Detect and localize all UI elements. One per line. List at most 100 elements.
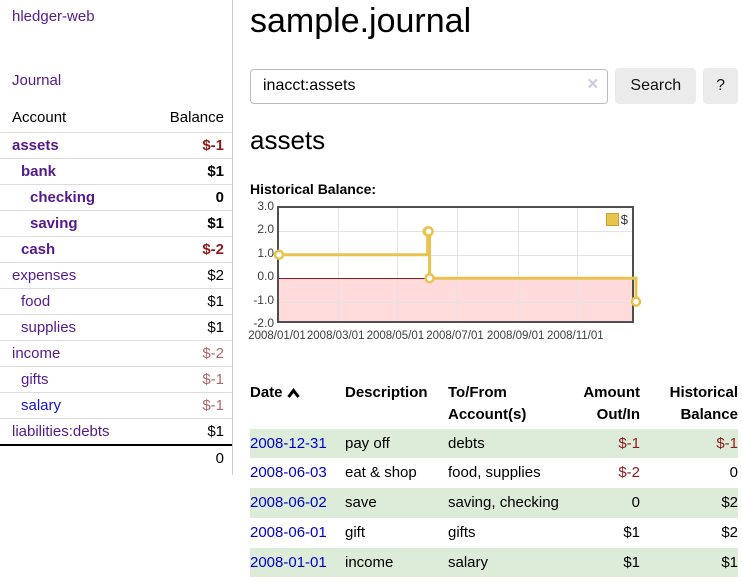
transaction-amount: $1 [623, 523, 640, 541]
main-content: sample.journal × Search ? assets Histori… [233, 0, 742, 578]
x-axis-tick-label: 2008/09/01 [486, 330, 545, 343]
data-point-marker [273, 249, 285, 261]
gridline [337, 208, 339, 322]
search-button[interactable]: Search [615, 68, 697, 105]
sidebar-account-link[interactable]: liabilities:debts [12, 423, 110, 440]
sidebar-account-link[interactable]: salary [21, 397, 62, 414]
step-line [279, 229, 638, 302]
accounts-body: assets $-1 bank $1 checking 0 saving $1 cash $-2 e… [0, 132, 232, 471]
legend-swatch [605, 213, 619, 227]
register-row[interactable]: 2008-01-01 income salary $1 $1 [250, 547, 738, 578]
app-title[interactable]: hledger-web [12, 8, 95, 25]
account-row: checking 0 [0, 184, 232, 211]
transaction-date-link[interactable]: 2008-06-03 [250, 464, 327, 482]
x-axis-tick-label: 2008/11/01 [546, 330, 604, 343]
y-axis-tick-label: -2.0 [253, 316, 274, 331]
account-balance: $1 [207, 215, 224, 232]
account-row: bank $1 [0, 158, 232, 185]
transaction-date-link[interactable]: 2008-12-31 [250, 434, 327, 452]
account-balance: 0 [215, 189, 224, 206]
transaction-accounts: food, supplies [448, 464, 541, 482]
transaction-balance: $1 [721, 553, 738, 571]
y-axis-tick-label: 1.0 [257, 245, 274, 260]
transaction-balance: $2 [721, 494, 738, 512]
gridline [457, 208, 458, 322]
y-axis-tick-label: 2.0 [257, 222, 274, 237]
sidebar-account-link[interactable]: bank [21, 163, 57, 180]
y-axis-tick-label: 3.0 [257, 199, 274, 214]
account-heading: assets [250, 125, 326, 156]
register-table: Date Description To/From Account(s) Amount … [250, 379, 738, 578]
sidebar-account-link[interactable]: supplies [21, 319, 77, 336]
register-row[interactable]: 2008-12-31 pay off debts $-1 $-1 [250, 428, 738, 459]
account-row: saving $1 [0, 210, 232, 237]
x-axis-tick-label: 2008/03/01 [306, 330, 365, 343]
balance-series [273, 226, 642, 307]
clear-search-icon[interactable]: × [587, 73, 599, 95]
data-point-marker [630, 296, 642, 307]
x-axis-tick-label: 2008/05/01 [366, 330, 425, 343]
gridline [577, 208, 579, 322]
transaction-date-link[interactable]: 2008-06-02 [250, 494, 327, 512]
sidebar-account-link[interactable]: saving [30, 215, 78, 232]
y-axis-tick-label: -1.0 [253, 292, 274, 307]
x-axis-tick-label: 2008/07/01 [426, 330, 484, 343]
gridline [279, 301, 632, 303]
account-row: income $-2 [0, 340, 232, 367]
search-input[interactable] [250, 68, 609, 104]
transaction-accounts: gifts [448, 523, 476, 541]
register-header-row: Date Description To/From Account(s) Amount … [250, 379, 738, 429]
register-row[interactable]: 2008-06-03 eat & shop food, supplies $-2 0 [250, 458, 738, 488]
search-form: × Search ? [250, 68, 738, 105]
historical-balance-chart: $ 3.0 2.0 1.0 0.0 -1.0 -2.0 2008/01/01 2008/03/… [248, 200, 738, 352]
account-balance: $1 [207, 423, 224, 440]
sidebar-account-link[interactable]: cash [21, 241, 56, 258]
transaction-description: gift [345, 523, 366, 541]
register-header-historical-balance[interactable]: Historical Balance [669, 384, 738, 423]
sidebar-account-link[interactable]: gifts [21, 371, 49, 388]
account-balance: $1 [207, 163, 224, 180]
transaction-date-link[interactable]: 2008-01-01 [250, 553, 327, 571]
help-button[interactable]: ? [703, 68, 738, 105]
account-row: salary $-1 [0, 392, 232, 419]
transaction-description: eat & shop [345, 464, 417, 482]
account-balance: $1 [207, 293, 224, 310]
transaction-balance: $-1 [716, 434, 738, 452]
account-balance: $1 [207, 319, 224, 336]
transaction-accounts: saving, checking [448, 494, 559, 512]
accounts-total-value: 0 [138, 444, 232, 471]
account-balance: $-1 [202, 397, 224, 414]
chart-legend: $ [604, 212, 629, 228]
register-header-description[interactable]: Description [345, 384, 428, 402]
register-row[interactable]: 2008-06-02 save saving, checking 0 $2 [250, 488, 738, 518]
register-body: 2008-12-31 pay off debts $-1 $-1 2008-06-03 ea… [250, 428, 738, 578]
transaction-amount: $-1 [618, 434, 640, 452]
account-row: assets $-1 [0, 132, 232, 159]
account-row: food $1 [0, 288, 232, 315]
sidebar-account-link[interactable]: checking [30, 189, 96, 206]
account-balance: $2 [207, 267, 224, 284]
account-balance: $-1 [202, 371, 224, 388]
transaction-amount: 0 [631, 494, 640, 512]
sidebar-account-link[interactable]: expenses [12, 267, 77, 284]
register-header-to-from-account-s-[interactable]: To/From Account(s) [448, 384, 527, 423]
account-row: supplies $1 [0, 314, 232, 341]
sidebar-account-link[interactable]: food [21, 293, 51, 310]
data-point-marker [423, 226, 434, 237]
account-row: expenses $2 [0, 262, 232, 289]
sidebar-item-journal[interactable]: Journal [12, 72, 62, 89]
transaction-description: pay off [345, 434, 390, 452]
sidebar-account-link[interactable]: income [12, 345, 61, 362]
register-header-date[interactable]: Date [250, 379, 345, 429]
register-row[interactable]: 2008-06-01 gift gifts $1 $2 [250, 518, 738, 548]
transaction-date-link[interactable]: 2008-06-01 [250, 523, 327, 541]
sort-ascending-icon [286, 388, 300, 399]
account-balance: $-2 [202, 345, 224, 362]
sidebar-account-link[interactable]: assets [12, 137, 59, 154]
transaction-description: save [345, 494, 377, 512]
accounts-header-balance: Balance [169, 109, 224, 126]
transaction-accounts: debts [448, 434, 485, 452]
accounts-header-account: Account [12, 109, 67, 126]
transaction-description: income [345, 553, 394, 571]
register-header-amount-out-in[interactable]: Amount Out/In [583, 384, 640, 423]
